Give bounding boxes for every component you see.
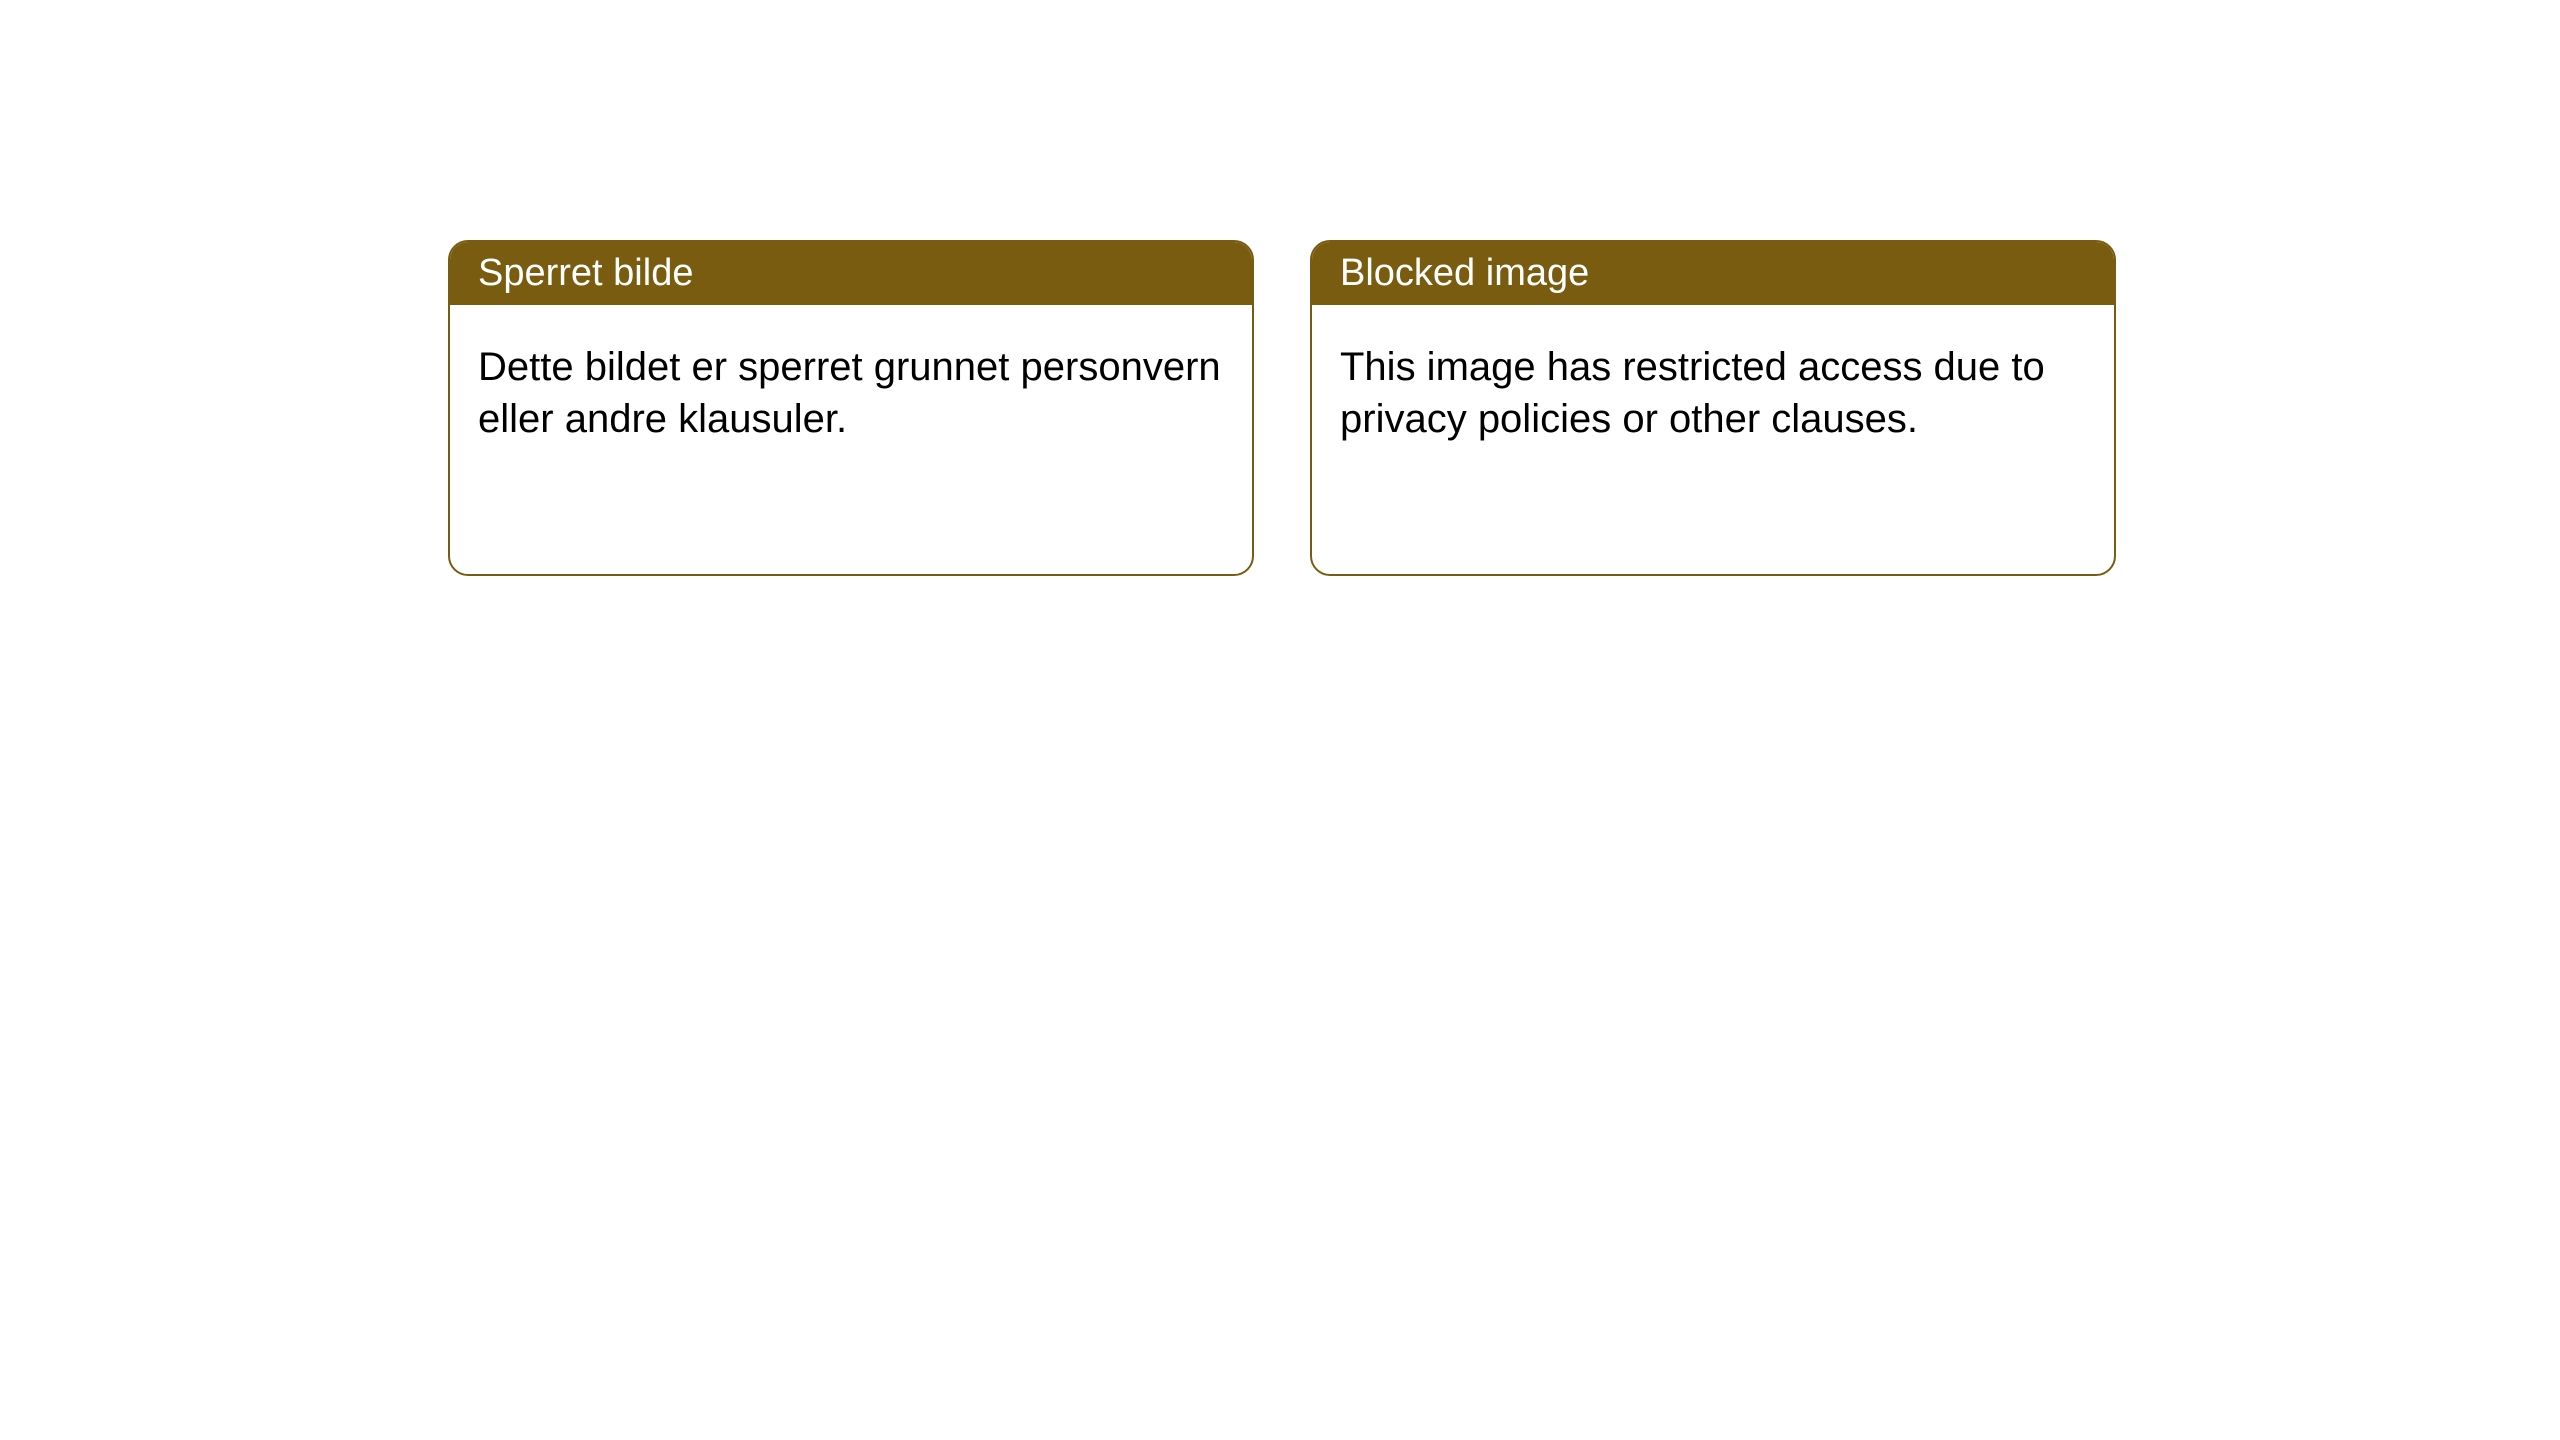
blocked-image-card-no: Sperret bilde Dette bildet er sperret gr… [448, 240, 1254, 576]
card-body-text-no: Dette bildet er sperret grunnet personve… [478, 345, 1221, 441]
card-title-en: Blocked image [1340, 252, 1589, 294]
card-body-text-en: This image has restricted access due to … [1340, 345, 2045, 441]
card-header-no: Sperret bilde [450, 242, 1252, 305]
card-title-no: Sperret bilde [478, 252, 693, 294]
card-body-no: Dette bildet er sperret grunnet personve… [450, 305, 1252, 481]
blocked-image-card-en: Blocked image This image has restricted … [1310, 240, 2116, 576]
cards-container: Sperret bilde Dette bildet er sperret gr… [0, 0, 2560, 576]
card-body-en: This image has restricted access due to … [1312, 305, 2114, 481]
card-header-en: Blocked image [1312, 242, 2114, 305]
